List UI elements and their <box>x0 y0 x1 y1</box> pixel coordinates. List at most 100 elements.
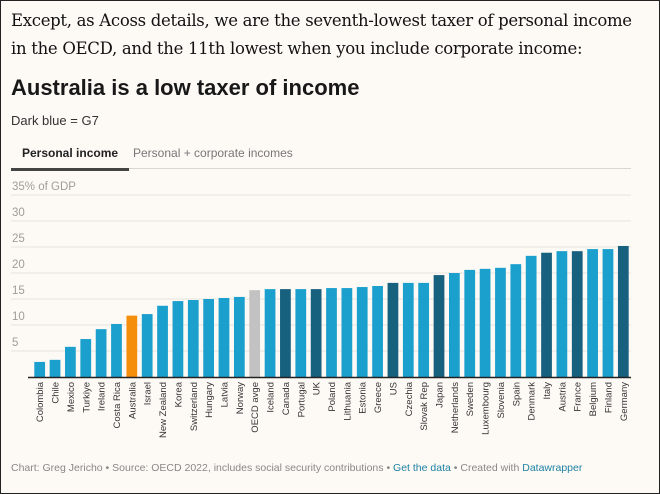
footer-separator: • <box>102 462 113 474</box>
x-category-label: Slovak Rep <box>419 382 430 431</box>
bar-canada <box>280 289 291 377</box>
x-category-label: Iceland <box>266 382 277 413</box>
x-category-label: Israel <box>143 382 154 405</box>
bar-denmark <box>525 255 537 377</box>
x-category-label: Australia <box>127 381 138 419</box>
tab-personal-income[interactable]: Personal income <box>11 146 130 171</box>
x-category-label: Austria <box>557 381 568 411</box>
x-category-label: Norway <box>235 382 246 414</box>
bar-norway <box>233 296 245 377</box>
bar-korea <box>172 301 184 377</box>
x-category-label: Korea <box>173 381 184 407</box>
x-category-label: Estonia <box>358 381 369 413</box>
bar-spain <box>510 264 522 377</box>
tab-personal-corporate-incomes[interactable]: Personal + corporate incomes <box>133 146 293 160</box>
x-category-label: Spain <box>511 382 522 406</box>
x-category-label: Netherlands <box>450 382 461 433</box>
chart-tabs: Personal income Personal + corporate inc… <box>11 141 631 171</box>
footer-separator: • <box>450 462 461 474</box>
bar-czechia <box>402 282 414 377</box>
y-tick-label: 15 <box>12 285 25 297</box>
y-tick-label: 10 <box>12 311 25 323</box>
x-category-label: France <box>573 382 584 412</box>
chart-footer: Chart: Greg Jericho • Source: OECD 2022,… <box>11 462 582 474</box>
x-category-label: Luxembourg <box>481 382 492 435</box>
y-tick-label: 5 <box>12 337 18 349</box>
bar-slovenia <box>495 267 506 377</box>
x-category-label: Sweden <box>465 382 476 416</box>
x-category-label: UK <box>312 381 323 395</box>
intro-paragraph: Except, as Acoss details, we are the sev… <box>11 11 632 58</box>
bar-ireland <box>95 329 107 377</box>
bar-poland <box>326 288 337 377</box>
bar-new-zealand <box>157 305 168 377</box>
bar-uk <box>310 289 322 377</box>
x-category-label: Mexico <box>66 382 77 412</box>
x-category-label: Chile <box>51 382 62 404</box>
bar-luxembourg <box>479 268 491 377</box>
x-category-label: Denmark <box>527 382 538 421</box>
x-category-label: Canada <box>281 381 292 415</box>
bar-mexico <box>65 346 76 377</box>
bar-austria <box>556 251 568 377</box>
y-tick-label: 20 <box>12 259 25 271</box>
bar-finland <box>602 249 614 377</box>
x-category-label: Switzerland <box>189 382 200 431</box>
bar-portugal <box>295 289 307 377</box>
bar-hungary <box>203 299 215 377</box>
bar-oecd-avge <box>249 290 261 377</box>
y-tick-label: 25 <box>12 233 25 245</box>
bar-us <box>387 282 399 377</box>
bar-sweden <box>464 269 476 377</box>
x-category-label: New Zealand <box>158 382 169 438</box>
x-category-label: Belgium <box>588 382 599 416</box>
x-axis-category-labels: Colombia Chile Mexico Turkiye Ireland Costa R… <box>35 381 630 438</box>
x-category-label: Finland <box>603 382 614 413</box>
x-category-label: Czechia <box>404 381 415 416</box>
bar-netherlands <box>448 273 460 377</box>
x-category-label: Slovenia <box>496 381 507 418</box>
x-category-label: Greece <box>373 382 384 413</box>
bar-estonia <box>356 287 368 377</box>
bar-chart: 5 10 15 20 25 30 35% of GDP Colombia Chile Mexic… <box>11 181 631 438</box>
y-tick-label: 35% of GDP <box>12 181 76 193</box>
bar-costa-rica <box>111 323 122 377</box>
get-the-data-link[interactable]: Get the data <box>393 462 451 474</box>
bar-slovak-rep <box>418 282 430 377</box>
footer-created-with: Created with <box>460 462 523 474</box>
x-category-label: Turkiye <box>81 382 92 413</box>
chart-subtitle: Dark blue = G7 <box>11 113 99 128</box>
bar-japan <box>433 275 445 377</box>
x-category-label: Hungary <box>204 382 215 418</box>
bars <box>34 245 629 377</box>
x-category-label: Poland <box>327 382 338 412</box>
datawrapper-link[interactable]: Datawrapper <box>522 462 583 474</box>
x-category-label: Germany <box>619 382 630 421</box>
y-axis-tick-labels: 5 10 15 20 25 30 35% of GDP <box>12 181 76 349</box>
bar-greece <box>372 286 383 377</box>
bar-germany <box>617 245 629 377</box>
x-category-label: Ireland <box>97 382 108 411</box>
x-category-label: OECD avge <box>250 382 261 433</box>
x-category-label: Italy <box>542 382 553 400</box>
bar-france <box>571 251 583 377</box>
x-category-label: Portugal <box>296 382 307 417</box>
bar-latvia <box>218 297 230 377</box>
bar-turkiye <box>80 339 92 377</box>
bar-italy <box>541 252 552 377</box>
footer-source: Source: OECD 2022, includes social secur… <box>112 462 384 474</box>
x-category-label: Latvia <box>219 381 230 407</box>
x-category-label: Colombia <box>35 381 46 422</box>
bar-colombia <box>34 361 46 377</box>
x-category-label: Japan <box>435 382 446 408</box>
x-category-label: Lithuania <box>342 381 353 420</box>
bar-chile <box>49 359 61 377</box>
bar-belgium <box>587 249 598 377</box>
bar-australia <box>126 315 138 377</box>
chart-title: Australia is a low taxer of income <box>11 75 360 100</box>
y-tick-label: 30 <box>12 207 25 219</box>
bar-switzerland <box>187 300 199 377</box>
x-category-label: Costa Rica <box>112 381 123 428</box>
bar-israel <box>141 314 153 377</box>
footer-separator: • <box>383 462 394 474</box>
